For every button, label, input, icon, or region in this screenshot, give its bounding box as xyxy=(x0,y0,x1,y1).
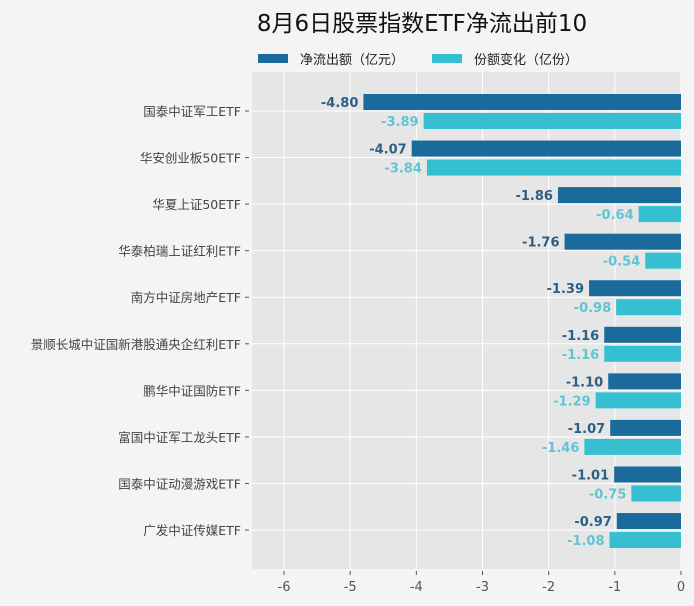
x-tick-label: -5 xyxy=(344,580,357,595)
legend-label: 净流出额（亿元） xyxy=(300,53,405,68)
bar-share-change xyxy=(604,345,681,362)
category-label: 南方中证房地产ETF xyxy=(131,290,241,305)
data-label: -3.89 xyxy=(381,115,418,130)
data-label: -1.01 xyxy=(572,468,609,483)
category-label: 景顺长城中证国新港股通央企红利ETF xyxy=(31,337,241,352)
bar-net-outflow xyxy=(614,466,681,483)
bar-net-outflow xyxy=(411,140,681,157)
data-label: -1.46 xyxy=(542,441,579,456)
data-label: -0.64 xyxy=(596,208,633,223)
data-label: -1.16 xyxy=(562,329,599,344)
bar-net-outflow xyxy=(557,187,681,204)
data-label: -0.75 xyxy=(589,487,626,502)
category-label: 华夏上证50ETF xyxy=(152,197,241,212)
category-label: 国泰中证军工ETF xyxy=(143,104,241,119)
data-label: -1.08 xyxy=(567,534,604,549)
legend-label: 份额变化（亿份） xyxy=(474,53,579,68)
data-label: -1.86 xyxy=(515,189,552,204)
category-label: 华安创业板50ETF xyxy=(140,151,241,166)
bar-share-change xyxy=(426,159,681,176)
x-tick-label: 0 xyxy=(677,580,685,595)
category-label: 富国中证军工龙头ETF xyxy=(118,430,241,445)
data-label: -4.80 xyxy=(321,96,358,111)
bar-share-change xyxy=(638,206,681,223)
x-tick-label: -3 xyxy=(476,580,489,595)
bar-share-change xyxy=(631,485,681,502)
data-label: -1.76 xyxy=(522,236,559,251)
bar-share-change xyxy=(645,252,681,269)
bar-share-change xyxy=(616,299,681,316)
x-tick-label: -6 xyxy=(278,580,291,595)
category-label: 国泰中证动漫游戏ETF xyxy=(118,476,241,491)
data-label: -3.84 xyxy=(384,162,421,177)
bar-net-outflow xyxy=(610,419,681,436)
data-label: -0.97 xyxy=(574,515,611,530)
bar-net-outflow xyxy=(363,94,681,110)
data-label: -0.54 xyxy=(603,255,640,270)
bar-share-change xyxy=(423,113,681,129)
bar-net-outflow xyxy=(608,373,681,390)
data-label: -1.10 xyxy=(566,375,603,390)
data-label: -0.98 xyxy=(574,301,611,316)
chart-title: 8月6日股票指数ETF净流出前10 xyxy=(256,11,588,37)
data-label: -1.07 xyxy=(568,422,605,437)
category-label: 鹏华中证国防ETF xyxy=(143,383,241,398)
x-tick-label: -1 xyxy=(608,580,621,595)
bar-share-change xyxy=(584,438,681,455)
legend-swatch xyxy=(432,54,462,63)
data-label: -4.07 xyxy=(369,143,406,158)
bar-net-outflow xyxy=(616,513,681,530)
bar-net-outflow xyxy=(589,280,681,297)
category-label: 广发中证传媒ETF xyxy=(143,523,241,538)
x-tick-label: -4 xyxy=(410,580,423,595)
category-label: 华泰柏瑞上证红利ETF xyxy=(118,244,241,259)
data-label: -1.39 xyxy=(547,282,584,297)
data-label: -1.29 xyxy=(553,394,590,409)
bar-net-outflow xyxy=(604,326,681,343)
x-tick-label: -2 xyxy=(542,580,555,595)
bar-share-change xyxy=(609,532,681,549)
bar-net-outflow xyxy=(564,233,681,250)
legend-swatch xyxy=(258,54,288,63)
data-label: -1.16 xyxy=(562,348,599,363)
legend-item-net-outflow: 净流出额（亿元） xyxy=(258,49,404,68)
bar-share-change xyxy=(595,392,681,409)
legend-item-share-change: 份额变化（亿份） xyxy=(432,49,578,68)
